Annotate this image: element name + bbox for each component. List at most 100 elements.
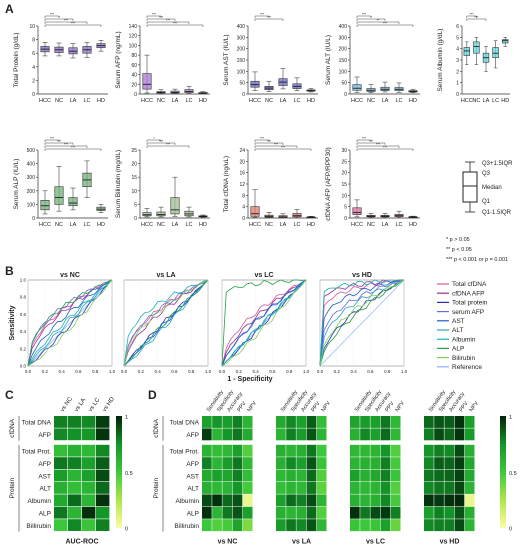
boxplot-box <box>184 210 194 217</box>
metric-colorbar-segment <box>500 421 506 425</box>
metric-row-label: AFP <box>186 461 199 468</box>
metric-heatmap-cell <box>212 519 222 532</box>
boxplot-group-label: NC <box>367 222 375 228</box>
significance-bracket <box>146 145 190 148</box>
auc-heatmap-cell <box>54 494 68 507</box>
metric-heatmap-cell <box>316 444 327 457</box>
metric-row-label: Total Prot. <box>170 448 199 455</box>
boxplot-box <box>170 197 180 215</box>
roc-x-tick-label: 0.4 <box>154 369 161 374</box>
roc-curve-bilirubin <box>221 279 307 367</box>
metric-heatmap-cell <box>212 494 222 507</box>
metric-heatmap-cell <box>380 444 391 457</box>
roc-curve-bilirubin <box>27 279 113 367</box>
significance-bracket <box>356 139 372 142</box>
metric-heatmap-cell <box>242 469 253 482</box>
significance-bracket <box>146 18 176 21</box>
metric-heatmap-cell <box>434 519 444 532</box>
auc-row-label: Billirubin <box>26 523 51 530</box>
metric-colorbar-segment <box>500 477 506 481</box>
boxplot-box <box>68 197 78 207</box>
auc-column-label: vs LA <box>74 397 88 413</box>
metric-heatmap-cell <box>350 482 360 494</box>
metric-heatmap-cell <box>306 506 317 519</box>
boxplot-group-label: LA <box>280 222 287 228</box>
boxplot-tick-label: 25 <box>131 148 137 154</box>
metric-colorbar-segment <box>500 438 506 442</box>
boxplot-group-label: HD <box>97 98 105 104</box>
metric-colorbar-segment <box>500 482 506 487</box>
auc-title: AUC-ROC <box>65 539 98 546</box>
metric-colorbar-label: 0 <box>509 527 512 533</box>
boxplot-group-label: HCC <box>141 222 153 228</box>
metric-heatmap-cell <box>454 444 465 457</box>
significance-bracket <box>356 145 400 148</box>
boxplot-tick-label: 0 <box>134 216 137 222</box>
pvalue-note: ** p < 0.05 <box>446 247 472 253</box>
significance-bracket <box>356 15 372 18</box>
boxplot-tick-label: 300 <box>27 175 36 181</box>
boxplot-box <box>492 47 499 59</box>
roc-x-tick-label: 0.8 <box>92 369 99 374</box>
significance-bracket <box>146 139 162 142</box>
roc-legend-label: AST <box>452 318 465 325</box>
roc-title: vs HD <box>352 272 372 279</box>
metric-heatmap-cell <box>390 494 401 507</box>
boxplot-tick-label: 8 <box>242 193 245 199</box>
roc-y-tick-label: 0.0 <box>20 364 27 369</box>
boxplot-tick-label: 100 <box>339 69 348 75</box>
significance-bracket <box>356 142 386 145</box>
auc-colorbar-segment <box>116 510 122 514</box>
metric-heatmap-cell <box>286 428 296 441</box>
roc-y-tick-label: 0.6 <box>20 312 27 317</box>
metric-heatmap-cell <box>296 444 307 457</box>
boxplot-box <box>170 90 180 94</box>
metric-heatmap-cell <box>242 444 253 457</box>
significance-bracket <box>466 15 477 18</box>
boxplot-group-label: LA <box>483 98 490 104</box>
box-legend-label: Q1-1.5IQR <box>482 210 512 216</box>
metric-heatmap-cell <box>212 416 222 428</box>
auc-colorbar-segment <box>116 466 122 470</box>
metric-colorbar-segment <box>500 485 506 489</box>
metric-column-label: NPV <box>469 400 481 413</box>
metric-heatmap-cell <box>424 469 434 482</box>
significance-stars: *** <box>166 19 171 23</box>
metric-colorbar-segment <box>500 455 506 459</box>
metric-colorbar-segment <box>500 469 506 473</box>
metric-heatmap-cell <box>434 469 444 482</box>
auc-colorbar-segment <box>116 474 122 478</box>
auc-colorbar-segment <box>116 432 122 436</box>
boxplot-group-label: HD <box>199 222 207 228</box>
metric-colorbar-segment <box>500 424 506 428</box>
metric-heatmap-cell <box>390 519 401 532</box>
auc-heatmap-cell <box>54 519 68 531</box>
boxplot-group-label: NC <box>157 222 165 228</box>
boxplot-group-label: NC <box>265 98 273 104</box>
metric-heatmap-cell <box>202 506 212 519</box>
boxplot-group-label: LA <box>172 98 179 104</box>
boxplot-tick-label: 5 <box>344 205 347 211</box>
roc-title: vs NC <box>60 272 80 279</box>
metric-heatmap-cell <box>370 506 381 519</box>
auc-colorbar-segment <box>116 505 122 509</box>
auc-colorbar-segment <box>116 418 122 422</box>
significance-bracket <box>44 142 74 145</box>
metric-heatmap-cell <box>390 457 401 470</box>
roc-x-tick-label: 1.0 <box>109 369 116 374</box>
significance-bracket <box>44 15 60 18</box>
metric-heatmap-cell <box>434 482 444 494</box>
metric-heatmap-cell <box>350 416 360 428</box>
significance-stars: *** <box>274 143 279 147</box>
significance-stars: *** <box>260 13 265 17</box>
significance-bracket <box>146 15 162 18</box>
roc-y-tick-label: 0.4 <box>20 329 27 334</box>
boxplot-box <box>142 73 152 90</box>
roc-ylabel: Sensitivity <box>9 305 16 340</box>
roc-legend-label: Reference <box>452 364 482 371</box>
metric-colorbar-segment <box>500 429 506 434</box>
metric-heatmap-cell <box>222 506 233 519</box>
roc-xlabel: 1 - Specificity <box>227 376 272 383</box>
metric-heatmap-cell <box>202 457 212 470</box>
boxplot-ylabel: Serum ALT (IU/L) <box>325 35 332 85</box>
